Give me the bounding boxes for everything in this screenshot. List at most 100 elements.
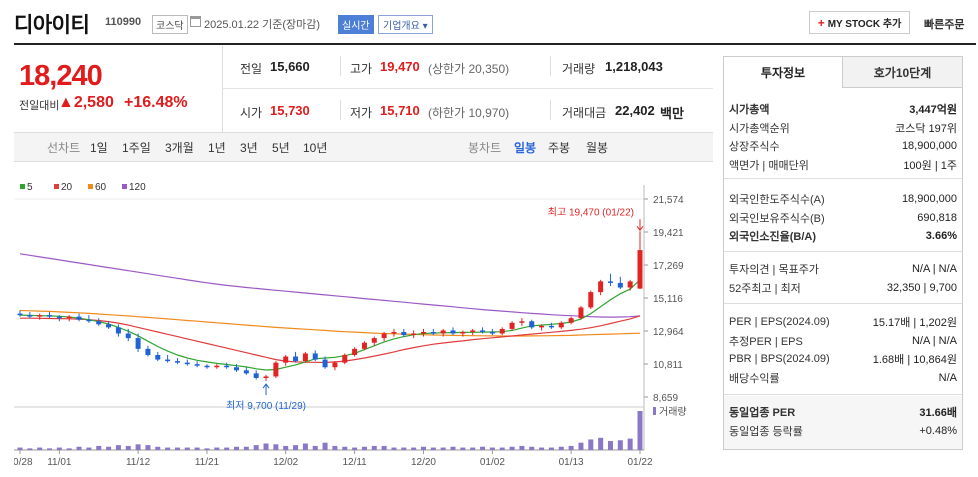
info-row-value: N/A | N/A	[911, 263, 957, 275]
candle-body	[135, 338, 141, 349]
candle-body	[204, 365, 210, 368]
candle-body	[106, 324, 112, 328]
volume-bar	[214, 447, 220, 450]
volume-bar	[234, 446, 240, 450]
candle-body	[342, 354, 348, 363]
candle-body	[155, 354, 161, 360]
plus-icon: +	[817, 15, 825, 30]
tab-weekly[interactable]: 주봉	[548, 141, 571, 155]
legend-label: 60	[95, 182, 107, 193]
stock-name: 디아이티	[14, 14, 90, 37]
volume-bar	[125, 445, 131, 450]
header-divider	[14, 43, 976, 45]
candle-body	[499, 328, 505, 334]
info-row-label: 외국인한도주식수(A)	[729, 194, 825, 206]
sector-info-box	[724, 396, 962, 449]
legend-swatch	[88, 184, 93, 189]
tab-monthly[interactable]: 월봉	[586, 141, 609, 155]
volume-bar	[243, 446, 249, 450]
candle-body	[420, 331, 426, 334]
volume-bar	[420, 446, 426, 450]
volume-bar	[548, 447, 554, 450]
volume-bar	[480, 446, 486, 450]
realtime-button[interactable]: 실시간	[338, 15, 374, 34]
candle-body	[361, 342, 367, 349]
tab-5y[interactable]: 5년	[272, 141, 290, 155]
volume-bar	[194, 447, 200, 450]
info-row: PER | EPS(2024.09) 15.17배 | 1,202원	[729, 313, 957, 331]
candle-body	[125, 333, 131, 339]
y-tick-label: 21,574	[653, 195, 684, 206]
info-row: 액면가 | 매매단위 100원 | 1주	[729, 156, 957, 174]
info-row-value: 18,900,000	[901, 193, 957, 205]
tab-1w[interactable]: 1주일	[122, 141, 151, 155]
volume-bar	[470, 447, 476, 450]
volume-bar	[184, 447, 190, 450]
legend-label: 120	[129, 182, 146, 193]
tab-daily[interactable]: 일봉	[514, 141, 537, 155]
info-row-label: 외국인보유주식수(B)	[729, 212, 825, 225]
candle-body	[617, 282, 623, 288]
legend-label: 5	[27, 182, 33, 193]
candle-body	[489, 331, 495, 334]
open-value: 15,730	[270, 103, 310, 118]
tab-10y[interactable]: 10년	[303, 141, 328, 155]
info-row: 시가총액 3,447억원	[729, 100, 957, 118]
volume-bar	[283, 445, 289, 450]
low-value: 15,710	[380, 103, 420, 118]
candle-body	[598, 281, 604, 293]
candle-body	[411, 333, 417, 336]
high-value: 19,470	[380, 59, 420, 74]
divider	[340, 100, 341, 120]
tab-3y[interactable]: 3년	[240, 141, 258, 155]
info-row-label: 배당수익률	[729, 372, 780, 385]
candle-body	[381, 333, 387, 339]
x-tick-label: 12/20	[411, 457, 436, 468]
candle-body	[607, 281, 613, 283]
info-row: 추정PER | EPS N/A | N/A	[729, 332, 957, 350]
info-row-label: PBR | BPS(2024.09)	[729, 353, 830, 365]
ma-line-5	[19, 279, 641, 371]
market-badge: 코스닥	[152, 15, 188, 34]
stock-chart[interactable]: 5 20 60 120 21,574 19,421 17,269 15,116 12,964 10…	[14, 175, 714, 477]
volume-bar	[391, 447, 397, 450]
candle-body	[283, 356, 289, 363]
prev-close-label: 전일	[240, 62, 263, 76]
volume-bar	[56, 447, 62, 450]
candle-body	[470, 330, 476, 332]
y-tick-label: 15,116	[653, 294, 683, 305]
candle-body	[243, 370, 249, 374]
candle-body	[430, 331, 436, 334]
volume-bar	[460, 447, 466, 450]
candle-body	[293, 356, 299, 362]
candle-body	[519, 321, 525, 323]
candle-body	[578, 307, 584, 319]
volume-bar	[381, 445, 387, 450]
info-row-label: 동일업종 PER	[729, 407, 796, 419]
candle-body	[460, 331, 466, 334]
candle-body	[539, 325, 545, 328]
info-row: 외국인보유주식수(B) 690,818	[729, 209, 957, 227]
volume-bar	[342, 446, 348, 450]
ma-line-20	[20, 315, 641, 364]
add-mystock-button[interactable]: + MY STOCK 추가	[809, 11, 910, 34]
volume-bar	[253, 445, 259, 450]
quick-order-button[interactable]: 빠른주문	[924, 19, 965, 31]
volume-bar	[27, 448, 33, 450]
tab-investment-info[interactable]: 투자정보	[724, 57, 843, 88]
volume-bar	[499, 447, 505, 450]
candle-body	[184, 362, 190, 365]
tab-1y[interactable]: 1년	[208, 141, 226, 155]
volume-bar	[106, 446, 112, 450]
info-row-value: 3.66%	[925, 230, 957, 242]
candle-body	[568, 318, 574, 323]
tab-3m[interactable]: 3개월	[165, 141, 194, 155]
tab-order-book[interactable]: 호가10단계	[843, 57, 962, 88]
company-info-dropdown[interactable]: 기업개요 ▾	[378, 15, 433, 34]
info-row-value: 1.68배 | 10,864원	[872, 354, 957, 366]
candle-body	[194, 364, 200, 366]
min-price-annotation: 최저 9,700 (11/29)	[226, 400, 306, 412]
legend-swatch	[20, 184, 25, 189]
max-price-annotation: 최고 19,470 (01/22)	[548, 206, 634, 218]
tab-1d[interactable]: 1일	[90, 141, 108, 155]
